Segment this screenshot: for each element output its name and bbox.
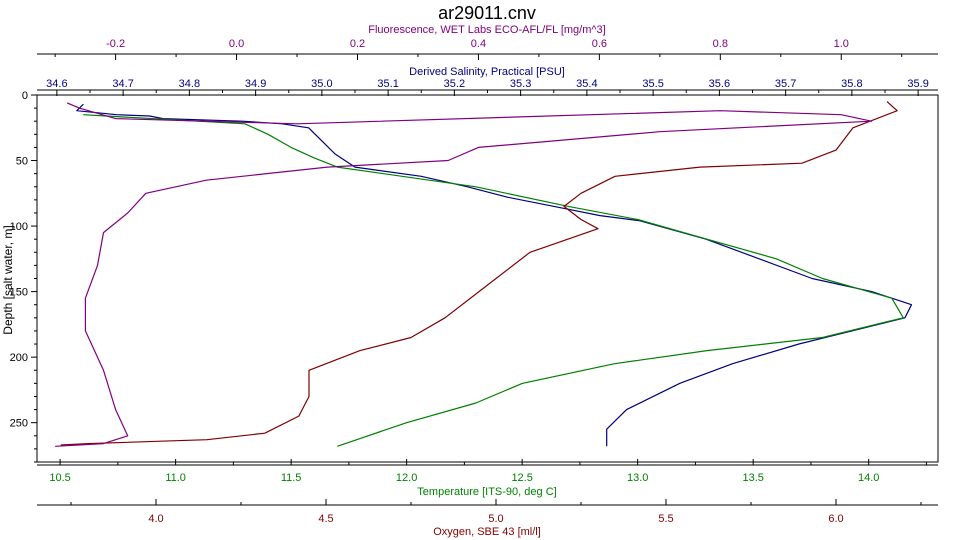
salinity-tick-label: 34.7 xyxy=(112,78,133,90)
salinity-tick-label: 35.3 xyxy=(510,78,531,90)
fluorescence-tick-label: 0.6 xyxy=(592,38,607,50)
salinity-axis-label: Derived Salinity, Practical [PSU] xyxy=(409,66,565,78)
salinity-tick-label: 35.9 xyxy=(907,78,928,90)
fluorescence-tick-label: -0.2 xyxy=(106,38,125,50)
salinity-tick-label: 35.8 xyxy=(841,78,862,90)
fluorescence-profile-line xyxy=(55,102,873,447)
salinity-axis: 34.6 34.7 34.8 34.9 35.0 35.1 35.2 35.3 35.4 35.5… xyxy=(37,78,938,96)
salinity-tick-label: 34.8 xyxy=(179,78,200,90)
fluorescence-tick-label: 1.0 xyxy=(834,38,849,50)
oxygen-tick-label: 6.0 xyxy=(828,513,843,525)
temperature-tick-label: 10.5 xyxy=(49,472,70,484)
fluorescence-axis: -0.2 0.0 0.2 0.4 0.6 0.8 1.0 xyxy=(37,38,938,60)
salinity-tick-label: 35.4 xyxy=(576,78,597,90)
salinity-tick-label: 34.9 xyxy=(245,78,266,90)
temperature-axis-label: Temperature [ITS-90, deg C] xyxy=(417,486,556,498)
oxygen-tick-label: 5.5 xyxy=(658,513,673,525)
depth-tick-label: 50 xyxy=(16,156,28,168)
temperature-tick-label: 11.5 xyxy=(281,472,302,484)
salinity-profile-line xyxy=(76,103,913,447)
salinity-tick-label: 35.6 xyxy=(709,78,730,90)
salinity-tick-label: 35.7 xyxy=(775,78,796,90)
series-layer xyxy=(55,101,913,447)
oxygen-axis: 4.0 4.5 5.0 5.5 6.0 xyxy=(37,499,938,525)
temperature-profile-line xyxy=(83,114,904,447)
depth-tick-label: 200 xyxy=(10,352,28,364)
oxygen-tick-label: 4.0 xyxy=(148,513,163,525)
depth-axis-label: Depth [salt water, m] xyxy=(1,225,15,334)
temperature-tick-label: 11.0 xyxy=(165,472,186,484)
depth-tick-label: 150 xyxy=(10,287,28,299)
temperature-tick-label: 12.5 xyxy=(511,472,532,484)
salinity-tick-label: 35.5 xyxy=(642,78,663,90)
oxygen-profile-line xyxy=(60,101,898,446)
depth-tick-label: 100 xyxy=(10,221,28,233)
salinity-tick-label: 35.1 xyxy=(377,78,398,90)
axes-layer: -0.2 0.0 0.2 0.4 0.6 0.8 1.0 34.6 34.7 34.8 34.9 35… xyxy=(10,38,938,525)
temperature-tick-label: 14.0 xyxy=(858,472,879,484)
fluorescence-tick-label: 0.2 xyxy=(350,38,365,50)
temperature-tick-label: 12.0 xyxy=(396,472,417,484)
fluorescence-axis-label: Fluorescence, WET Labs ECO-AFL/FL [mg/m^… xyxy=(368,24,605,36)
fluorescence-tick-label: 0.4 xyxy=(471,38,486,50)
chart-title: ar29011.cnv xyxy=(438,3,536,23)
plot-frame xyxy=(36,94,939,463)
salinity-tick-label: 35.0 xyxy=(311,78,332,90)
temperature-axis: 10.5 11.0 11.5 12.0 12.5 13.0 13.5 14.0 xyxy=(37,459,938,484)
salinity-tick-label: 35.2 xyxy=(444,78,465,90)
depth-tick-label: 250 xyxy=(10,418,28,430)
depth-axis: 0 50 100 150 200 250 xyxy=(10,90,37,463)
salinity-tick-label: 34.6 xyxy=(46,78,67,90)
temperature-tick-label: 13.5 xyxy=(742,472,763,484)
fluorescence-tick-label: 0.0 xyxy=(229,38,244,50)
oxygen-tick-label: 4.5 xyxy=(318,513,333,525)
oxygen-tick-label: 5.0 xyxy=(488,513,503,525)
oxygen-axis-label: Oxygen, SBE 43 [ml/l] xyxy=(433,526,541,538)
fluorescence-tick-label: 0.8 xyxy=(713,38,728,50)
temperature-tick-label: 13.0 xyxy=(627,472,648,484)
depth-tick-label: 0 xyxy=(22,90,28,102)
